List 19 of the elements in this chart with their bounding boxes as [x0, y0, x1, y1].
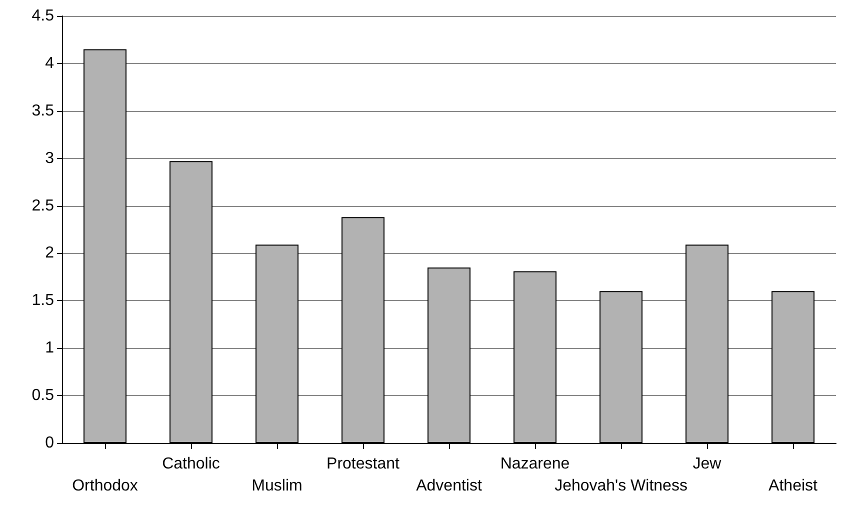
y-tick-label: 0.5 [32, 387, 54, 404]
x-tick-label: Protestant [326, 456, 400, 472]
y-tick-label: 3 [45, 150, 54, 167]
x-tick-label: Orthodox [72, 478, 138, 494]
y-tick-label: 2 [45, 244, 54, 262]
x-tick-label: Jehovah's Witness [554, 478, 688, 494]
x-tick-label: Catholic [162, 456, 220, 472]
y-tick-label: 4.5 [32, 8, 54, 24]
y-tick-label: 1.5 [32, 292, 54, 310]
y-tick-label: 1 [45, 340, 54, 357]
x-tick-label: Nazarene [500, 456, 570, 472]
y-tick-label: 3.5 [32, 102, 54, 120]
x-tick-label: Adventist [416, 478, 482, 494]
y-tick-label: 4 [45, 54, 54, 72]
x-tick-label: Jew [692, 456, 722, 472]
x-tick-label: Atheist [768, 478, 818, 494]
y-tick-label: 0 [45, 434, 54, 452]
y-tick-label: 2.5 [32, 197, 54, 214]
x-tick-label: Muslim [252, 478, 302, 494]
